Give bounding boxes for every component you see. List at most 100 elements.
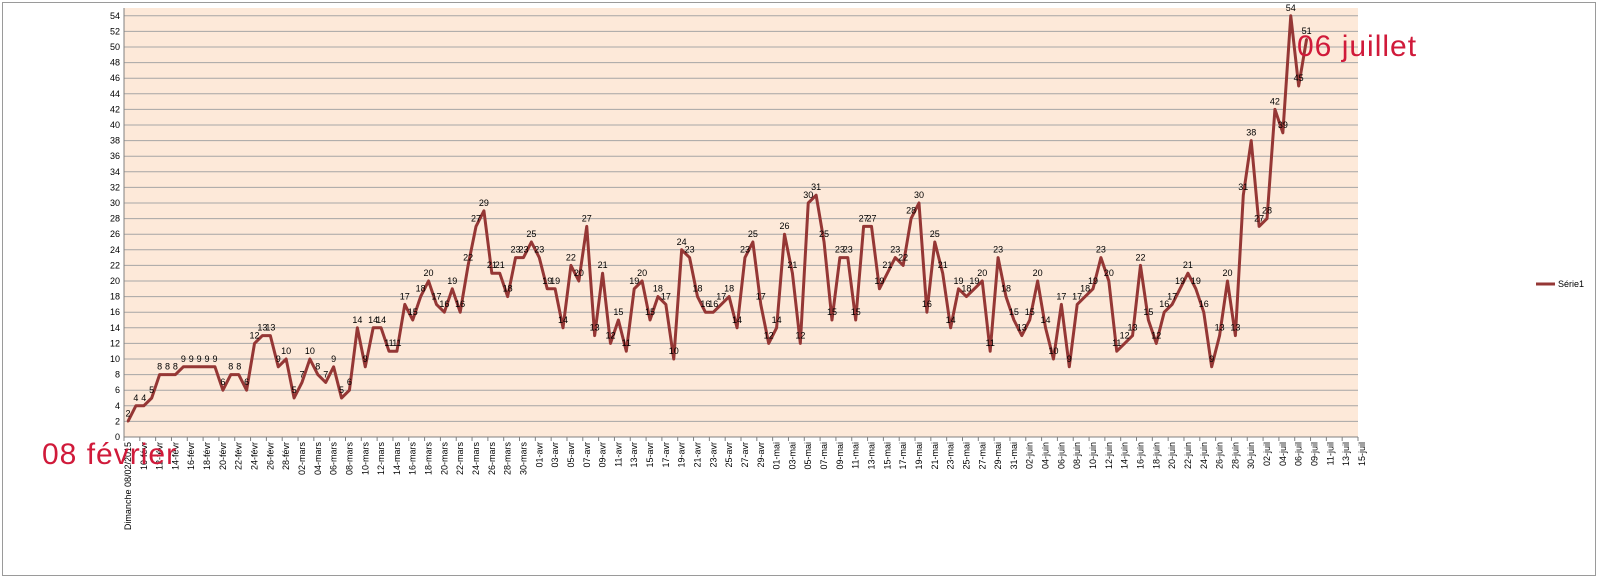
x-tick-label: 26-févr — [265, 442, 275, 470]
y-tick-label: 14 — [110, 323, 120, 333]
x-axis: Dimanche 08/02/2015 10-févr 12-févr 14-févr… — [123, 437, 1367, 530]
y-tick-label: 32 — [110, 182, 120, 192]
data-point — [894, 256, 897, 259]
x-tick-label: 15-mai — [882, 442, 892, 470]
data-point — [379, 326, 383, 329]
data-label: 39 — [1278, 120, 1288, 130]
data-label: 9 — [197, 354, 202, 364]
x-tick-label: 02-juin — [1025, 442, 1035, 469]
data-label: 30 — [803, 190, 813, 200]
data-label: 13 — [1215, 323, 1225, 333]
data-label: 5 — [149, 385, 154, 395]
data-point — [1107, 279, 1111, 283]
data-label: 27 — [867, 213, 877, 223]
data-label: 22 — [463, 252, 473, 262]
x-tick-label: 05-avr — [566, 442, 576, 468]
x-tick-label: 07-mai — [819, 442, 829, 470]
data-point — [617, 318, 620, 322]
data-label: 15 — [645, 307, 655, 317]
data-point — [1020, 334, 1024, 337]
data-point — [1068, 365, 1071, 368]
x-tick-label: 03-mai — [787, 442, 797, 470]
data-label: 19 — [1088, 276, 1098, 286]
data-point — [933, 240, 937, 244]
data-point — [1139, 264, 1142, 267]
x-tick-label: 17-mai — [898, 442, 908, 470]
data-point — [229, 373, 232, 376]
data-point — [506, 295, 509, 298]
data-point — [182, 365, 185, 368]
data-label: 7 — [323, 369, 328, 379]
data-point — [1250, 139, 1253, 142]
data-label: 9 — [1209, 354, 1214, 364]
data-label: 25 — [526, 229, 536, 239]
data-label: 19 — [1175, 276, 1185, 286]
data-point — [1162, 311, 1166, 314]
data-label: 23 — [843, 245, 853, 255]
data-label: 8 — [236, 362, 241, 372]
data-point — [174, 373, 177, 376]
y-tick-label: 44 — [110, 89, 120, 99]
data-point — [743, 256, 747, 259]
data-label: 21 — [487, 260, 497, 270]
x-tick-label: 12-mars — [376, 442, 386, 476]
data-point — [308, 357, 312, 361]
x-tick-label: 09-juil — [1309, 442, 1319, 466]
data-label: 10 — [669, 346, 679, 356]
data-point — [300, 381, 304, 384]
data-label: 4 — [141, 393, 146, 403]
y-tick-label: 52 — [110, 26, 120, 36]
x-tick-label: 07-avr — [582, 442, 592, 468]
data-point — [593, 334, 596, 337]
data-label: 18 — [692, 284, 702, 294]
data-point — [166, 373, 169, 376]
data-label: 21 — [882, 260, 892, 270]
data-point — [332, 365, 335, 368]
data-label: 12 — [1151, 330, 1161, 340]
data-point — [561, 326, 565, 329]
data-label: 24 — [677, 237, 687, 247]
x-tick-label: 23-mai — [946, 442, 956, 470]
data-point — [727, 295, 731, 298]
x-tick-label: 15-juil — [1357, 442, 1367, 466]
data-label: 23 — [511, 245, 521, 255]
data-label: 22 — [898, 252, 908, 262]
x-tick-label: 06-juil — [1294, 442, 1304, 466]
data-labels: 24 458 8 89 9 9 9 968 86121313910571087956149141… — [125, 3, 1311, 419]
y-tick-label: 46 — [110, 73, 120, 83]
x-tick-label: 20-juin — [1167, 442, 1177, 469]
x-tick-label: 24-févr — [250, 442, 260, 470]
data-label: 17 — [716, 291, 726, 301]
data-point — [1265, 217, 1269, 220]
data-label: 31 — [811, 182, 821, 192]
data-point — [1226, 279, 1229, 283]
data-point — [886, 272, 889, 275]
data-point — [1210, 365, 1213, 368]
data-point — [1004, 295, 1008, 298]
y-tick-label: 48 — [110, 58, 120, 68]
data-point — [1155, 342, 1158, 345]
x-tick-label: 24-mars — [471, 442, 481, 476]
data-point — [395, 350, 399, 353]
data-label: 22 — [1135, 252, 1145, 262]
data-label: 8 — [157, 362, 162, 372]
data-label: 12 — [1120, 330, 1130, 340]
data-point — [1028, 318, 1031, 322]
data-label: 16 — [708, 299, 718, 309]
data-label: 9 — [205, 354, 210, 364]
data-label: 15 — [851, 307, 861, 317]
data-point — [870, 225, 873, 228]
data-point — [704, 311, 707, 314]
data-label: 14 — [368, 315, 378, 325]
data-label: 18 — [503, 284, 513, 294]
x-tick-label: 11-avr — [613, 442, 623, 467]
data-point — [221, 389, 225, 392]
data-point — [190, 365, 193, 368]
data-point — [625, 350, 628, 353]
data-label: 13 — [265, 323, 275, 333]
x-tick-label: 14-juin — [1120, 442, 1130, 469]
data-label: 27 — [1254, 213, 1264, 223]
data-label: 19 — [874, 276, 884, 286]
data-point — [988, 350, 992, 353]
x-tick-label: 19-avr — [677, 442, 687, 468]
